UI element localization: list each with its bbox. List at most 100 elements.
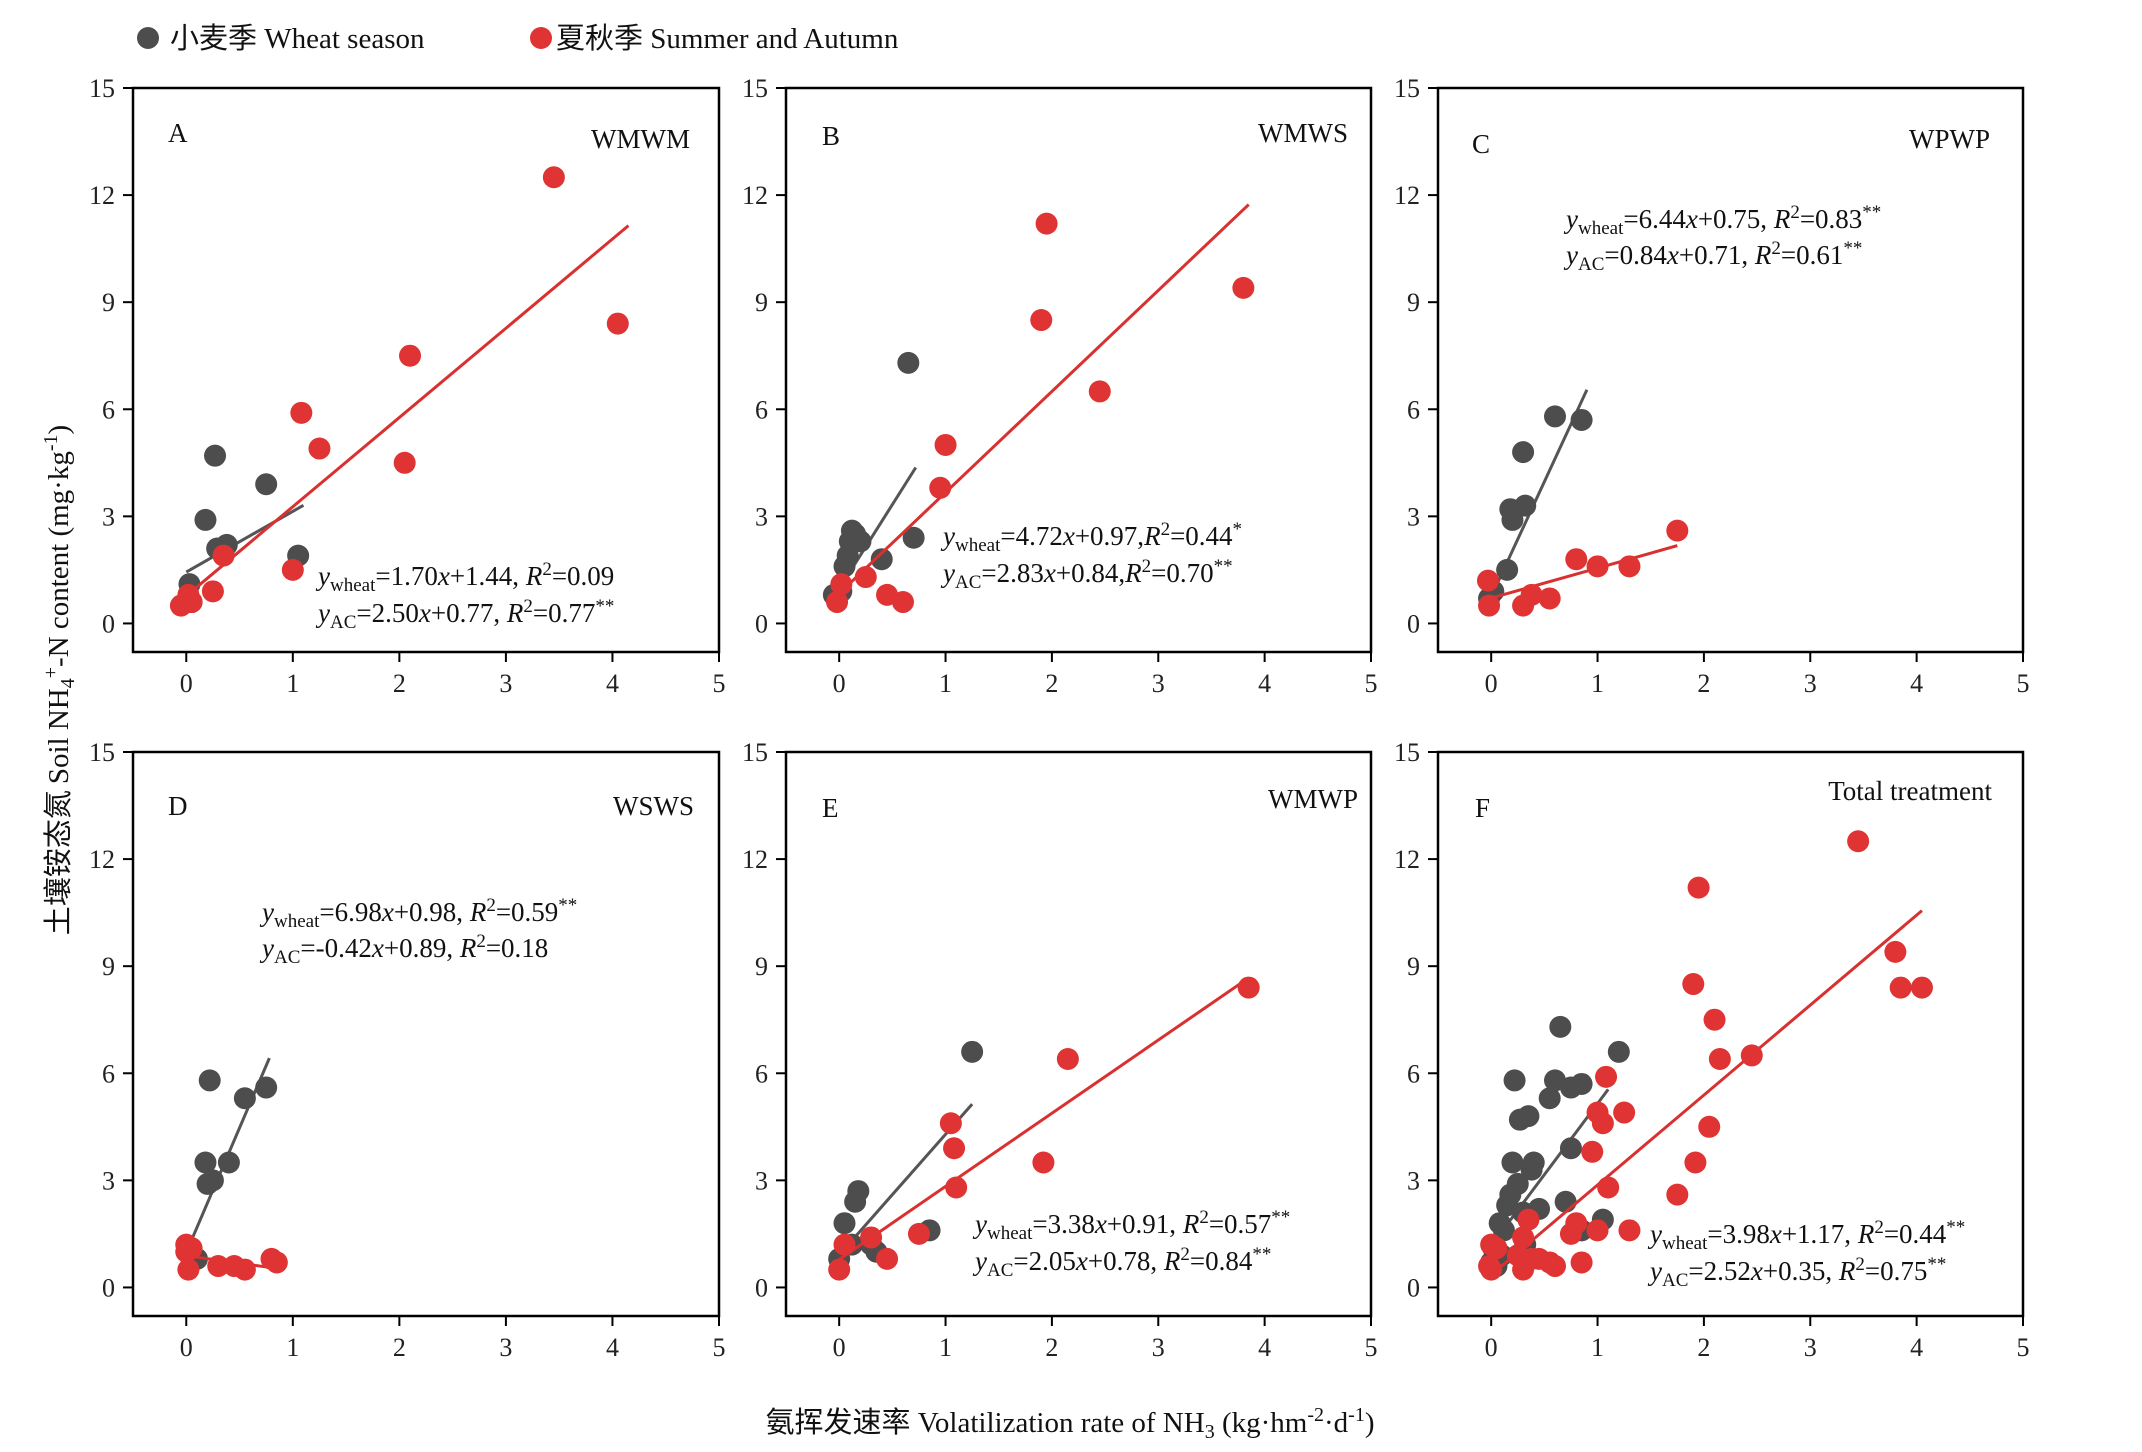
y-tick-label: 15 bbox=[1394, 738, 1420, 767]
x-tick-label: 4 bbox=[1910, 1333, 1923, 1362]
x-tick-label: 1 bbox=[286, 669, 299, 698]
wheat-fit-line bbox=[185, 503, 305, 574]
wheat-point bbox=[1501, 1151, 1524, 1174]
x-tick-label: 0 bbox=[1485, 669, 1498, 698]
plot-frame bbox=[784, 86, 1373, 654]
panel-letter: C bbox=[1472, 129, 1490, 159]
x-axis-label-sub: 3 bbox=[1205, 1421, 1215, 1443]
summer-point bbox=[929, 476, 952, 499]
y-tick-label: 0 bbox=[1407, 609, 1420, 638]
panel-letter: A bbox=[168, 118, 188, 148]
regression-equation-wheat: ywheat=1.70x+1.44, R2=0.09 bbox=[315, 559, 614, 596]
treatment-label: WSWS bbox=[613, 791, 694, 821]
wheat-point bbox=[1570, 408, 1593, 431]
x-tick-label: 1 bbox=[286, 1333, 299, 1362]
summer-point bbox=[1666, 1183, 1689, 1206]
summer-point bbox=[1595, 1065, 1618, 1088]
summer-point bbox=[399, 344, 422, 367]
summer-point bbox=[1565, 1212, 1588, 1235]
summer-point bbox=[1232, 276, 1255, 299]
summer-fit-line bbox=[838, 203, 1250, 595]
summer-point bbox=[826, 591, 849, 614]
summer-point bbox=[1597, 1176, 1620, 1199]
y-tick-label: 9 bbox=[755, 288, 768, 317]
wheat-point bbox=[1492, 1219, 1515, 1242]
wheat-point bbox=[1503, 1069, 1526, 1092]
summer-fit-line bbox=[185, 224, 630, 598]
y-tick-label: 9 bbox=[102, 952, 115, 981]
y-tick-label: 12 bbox=[89, 845, 115, 874]
regression-equation-wheat: ywheat=3.98x+1.17, R2=0.44** bbox=[1647, 1217, 1965, 1254]
wheat-point bbox=[1512, 441, 1535, 464]
regression-equation-ac: yAC=2.50x+0.77, R2=0.77** bbox=[315, 596, 614, 633]
x-tick-label: 5 bbox=[2017, 669, 2030, 698]
regression-equation-wheat: ywheat=4.72x+0.97,R2=0.44* bbox=[940, 519, 1242, 556]
y-tick-label: 0 bbox=[102, 1273, 115, 1302]
plot-frame bbox=[131, 750, 721, 1318]
wheat-point bbox=[198, 1069, 221, 1092]
wheat-point bbox=[847, 1180, 870, 1203]
summer-point bbox=[854, 566, 877, 589]
y-tick-label: 15 bbox=[1394, 74, 1420, 103]
summer-fit-line bbox=[1490, 909, 1923, 1277]
summer-point bbox=[892, 591, 914, 614]
summer-fit-line bbox=[838, 976, 1250, 1261]
y-tick-label: 9 bbox=[755, 952, 768, 981]
summer-point bbox=[1476, 569, 1499, 592]
summer-point bbox=[1889, 976, 1912, 999]
y-tick-label: 0 bbox=[755, 1273, 768, 1302]
y-tick-label: 6 bbox=[102, 395, 115, 424]
summer-point bbox=[1581, 1140, 1604, 1163]
summer-point bbox=[1847, 830, 1870, 853]
x-tick-label: 2 bbox=[393, 669, 406, 698]
wheat-point bbox=[1544, 405, 1566, 428]
summer-point bbox=[542, 166, 565, 189]
x-tick-label: 0 bbox=[180, 1333, 193, 1362]
y-tick-label: 3 bbox=[102, 1166, 115, 1195]
summer-point bbox=[1591, 1112, 1614, 1135]
summer-point bbox=[833, 1233, 856, 1256]
summer-point bbox=[1910, 976, 1933, 999]
x-tick-label: 5 bbox=[1365, 1333, 1378, 1362]
regression-equation-ac: yAC=0.84x+0.71, R2=0.61** bbox=[1563, 238, 1862, 275]
y-tick-label: 0 bbox=[1407, 1273, 1420, 1302]
panel-letter: F bbox=[1475, 793, 1490, 823]
y-tick-label: 15 bbox=[742, 74, 768, 103]
x-tick-label: 2 bbox=[1045, 669, 1058, 698]
x-tick-label: 3 bbox=[1152, 1333, 1165, 1362]
y-axis-label-sup: + bbox=[40, 667, 62, 678]
regression-equation-wheat: ywheat=3.38x+0.91, R2=0.57** bbox=[972, 1207, 1290, 1244]
x-tick-label: 2 bbox=[393, 1333, 406, 1362]
wheat-point bbox=[1514, 494, 1537, 517]
regression-equation-ac: yAC=2.83x+0.84,R2=0.70** bbox=[940, 556, 1233, 593]
treatment-label: WPWP bbox=[1909, 124, 1990, 154]
wheat-point bbox=[233, 1087, 256, 1110]
y-tick-label: 6 bbox=[755, 1059, 768, 1088]
y-tick-label: 12 bbox=[89, 181, 115, 210]
regression-equation-ac: yAC=2.05x+0.78, R2=0.84** bbox=[972, 1244, 1271, 1281]
summer-point bbox=[1478, 594, 1501, 617]
y-tick-label: 0 bbox=[102, 609, 115, 638]
wheat-point bbox=[902, 526, 925, 549]
x-tick-label: 1 bbox=[939, 1333, 952, 1362]
y-tick-label: 9 bbox=[1407, 952, 1420, 981]
summer-point bbox=[1570, 1251, 1593, 1274]
x-axis-label-unit: (kg·hm bbox=[1215, 1407, 1308, 1439]
treatment-label: WMWM bbox=[591, 124, 690, 154]
x-tick-label: 3 bbox=[499, 669, 512, 698]
summer-point bbox=[1056, 1047, 1079, 1070]
y-axis-label-en: Soil NH bbox=[43, 688, 75, 784]
regression-equation-ac: yAC=2.52x+0.35, R2=0.75** bbox=[1647, 1254, 1946, 1291]
summer-point bbox=[1032, 1151, 1055, 1174]
summer-point bbox=[1565, 548, 1588, 571]
y-tick-label: 3 bbox=[102, 502, 115, 531]
y-tick-label: 6 bbox=[755, 395, 768, 424]
wheat-point bbox=[201, 1169, 224, 1192]
legend: 小麦季 Wheat season 夏秋季 Summer and Autumn bbox=[137, 22, 899, 55]
wheat-point bbox=[1501, 508, 1524, 531]
panel-letter: E bbox=[822, 793, 839, 823]
y-tick-label: 3 bbox=[1407, 1166, 1420, 1195]
